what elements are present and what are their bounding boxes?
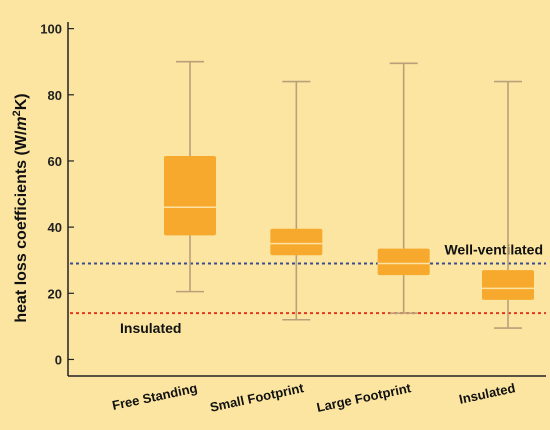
iqr-box: [377, 248, 430, 276]
y-tick-label: 0: [55, 352, 62, 367]
y-tick-label: 40: [48, 220, 62, 235]
axes: 0 20 40 60 80 100: [40, 22, 546, 377]
x-tick-label: Free Standing: [111, 380, 199, 413]
box-2: [377, 62, 430, 314]
box-1: [270, 80, 323, 321]
boxes: [164, 60, 534, 329]
y-axis-label-end: K): [13, 93, 30, 110]
y-tick-label: 80: [48, 88, 62, 103]
iqr-box: [482, 270, 534, 300]
y-tick-label: 60: [48, 154, 62, 169]
y-axis-label-exponent: 2: [11, 110, 23, 116]
reference-lines: Well-ventilated Insulated: [70, 242, 546, 336]
box-3: [482, 80, 534, 329]
y-ticks: 0 20 40 60 80 100: [40, 22, 74, 367]
iqr-box: [270, 228, 323, 256]
y-tick-label: 100: [40, 22, 62, 37]
reference-line-label-1: Insulated: [120, 320, 181, 336]
y-axis-label: heat loss coefficients (W/m2K): [11, 93, 30, 322]
box-0: [164, 60, 216, 293]
y-axis-label-main: heat loss coefficients (W/: [13, 130, 30, 323]
y-axis-label-unit: m: [13, 116, 30, 130]
x-tick-label: Small Footprint: [209, 380, 306, 415]
x-tick-labels: Free Standing Small Footprint Large Footpr…: [111, 380, 517, 415]
reference-line-label-0: Well-ventilated: [444, 242, 543, 258]
x-tick-label: Large Footprint: [315, 380, 413, 415]
x-tick-label: Insulated: [458, 380, 517, 407]
iqr-box: [164, 155, 216, 236]
y-tick-label: 20: [48, 286, 62, 301]
